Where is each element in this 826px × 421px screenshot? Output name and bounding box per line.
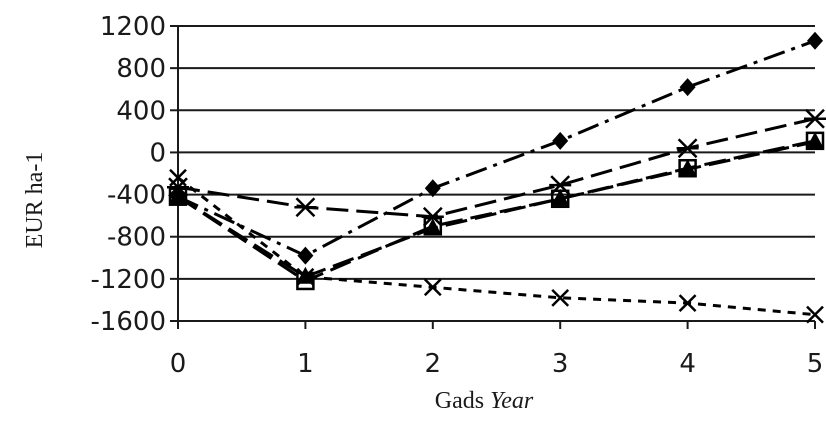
data-point-diamond — [297, 246, 314, 265]
data-point-square — [678, 158, 697, 178]
data-point-asterisk — [294, 197, 317, 218]
series-line — [177, 176, 816, 317]
y-tick-label: -800 — [107, 223, 166, 253]
y-tick-label: 800 — [116, 54, 166, 84]
data-point-triangle — [806, 131, 824, 149]
data-point-asterisk — [804, 108, 826, 129]
series-group — [167, 31, 826, 324]
data-point-cross — [806, 305, 824, 324]
data-point-square — [168, 187, 188, 206]
data-point-cross — [551, 288, 570, 307]
x-tick-label: 0 — [170, 349, 187, 379]
series-triangle — [169, 131, 824, 284]
y-tick-labels: 1200 800 400 0 -400 -800 -1200 -1600 — [90, 12, 166, 337]
data-point-square — [550, 189, 570, 209]
x-tick-label: 2 — [425, 349, 442, 379]
series-line — [177, 117, 816, 219]
series-cross — [169, 168, 824, 324]
x-tick-label: 3 — [552, 349, 569, 379]
x-tick-labels: 0 1 2 3 4 5 — [170, 349, 824, 379]
data-point-cross — [296, 267, 315, 286]
data-point-cross — [169, 168, 187, 187]
series-line — [177, 139, 816, 283]
data-point-asterisk — [676, 138, 699, 159]
y-tick-label: 1200 — [100, 12, 166, 42]
gridlines — [170, 25, 816, 329]
x-axis-label-italic: Year — [490, 388, 534, 414]
data-point-diamond — [679, 78, 696, 97]
y-tick-label: 0 — [149, 138, 166, 168]
data-point-cross — [678, 294, 697, 312]
x-axis-label-prefix: Gads — [435, 388, 484, 414]
data-point-diamond — [807, 31, 823, 50]
x-tick-label: 4 — [679, 349, 696, 379]
data-point-asterisk — [421, 206, 444, 227]
x-tick-label: 1 — [297, 349, 314, 379]
y-axis-label: EUR ha-1 — [22, 152, 48, 249]
data-point-diamond — [552, 131, 569, 150]
data-point-square — [296, 271, 315, 291]
data-point-square — [805, 131, 825, 151]
x-axis-label: Gads Year — [435, 388, 534, 414]
series-line — [177, 39, 816, 258]
y-tick-label: -400 — [107, 181, 166, 211]
y-tick-label: -1200 — [90, 265, 166, 295]
y-tick-label: -1600 — [90, 307, 166, 337]
series-diamond — [170, 31, 823, 265]
y-tick-label: 400 — [116, 96, 166, 126]
data-point-diamond — [424, 179, 441, 198]
data-point-cross — [423, 278, 442, 297]
series-asterisk — [167, 108, 826, 227]
x-tick-label: 5 — [807, 349, 824, 379]
series-square — [168, 131, 825, 291]
data-point-square — [423, 216, 443, 236]
